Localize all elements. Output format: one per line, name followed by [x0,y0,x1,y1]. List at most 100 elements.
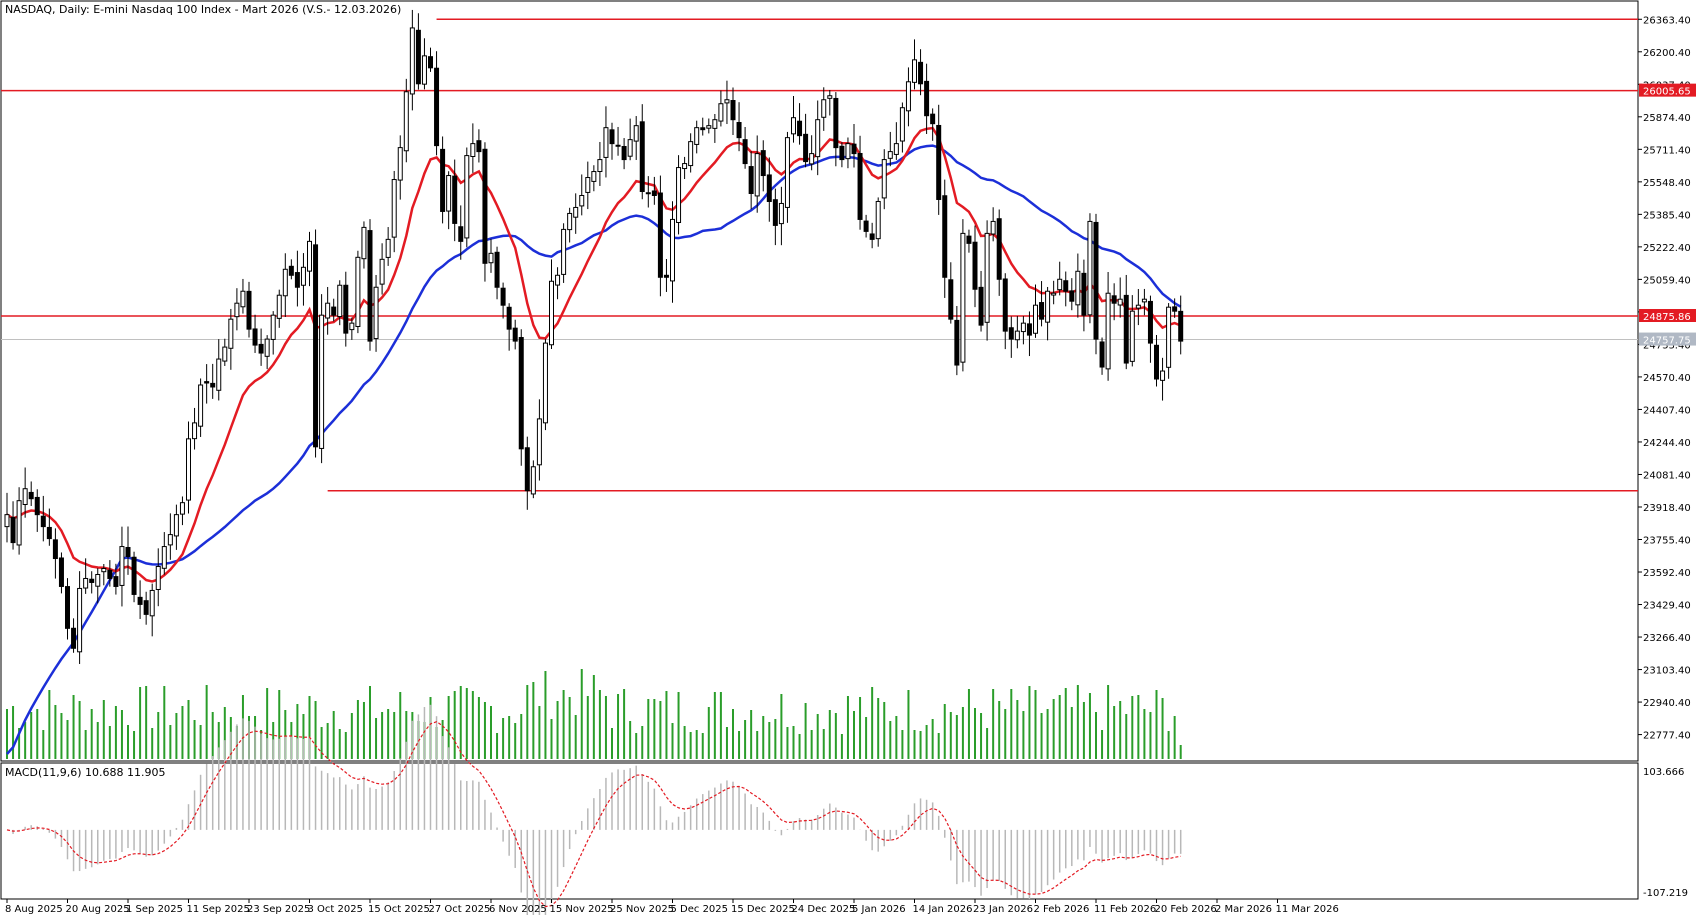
candle [797,103,803,145]
candle [978,270,984,332]
candle [186,421,191,514]
candle [270,311,276,355]
candle [724,80,730,125]
price-label-text: 26005.65 [1643,87,1691,98]
candle [821,87,827,131]
candle-body [1111,295,1117,304]
candle [1081,259,1087,332]
candle [276,289,282,328]
candle-body [948,279,954,320]
candle-body [978,286,984,326]
candle [452,159,458,242]
candle-body [240,290,246,308]
candle-body [186,438,191,501]
candle [1063,271,1069,307]
candle [470,123,476,173]
date-tick-label: 2 Feb 2026 [1034,904,1090,915]
price-tick-label: 25548.40 [1643,178,1691,189]
candle-body [1160,370,1166,381]
candle [542,338,548,431]
candle-body [198,384,204,427]
candle [198,378,204,437]
chart-title: NASDAQ, Daily: E-mini Nasdaq 100 Index -… [5,3,401,16]
candle-body [924,80,930,117]
candle-body [972,241,978,290]
candle [972,225,978,308]
candle [893,122,899,160]
candle [234,288,240,331]
candle-body [131,556,137,595]
candle-body [313,244,319,448]
candle [22,467,28,518]
candle [833,92,839,167]
candle [627,118,633,161]
candle-body [464,155,470,239]
candle [1033,284,1038,338]
candle [192,407,198,450]
candle-body [748,166,754,194]
candle [633,116,639,160]
candle [518,329,524,466]
candle [409,9,415,111]
candle-body [1045,290,1051,323]
candle-body [827,95,833,99]
candle-body [809,153,815,165]
candle-body [1129,310,1135,362]
candle-body [216,358,222,391]
candle [942,179,948,298]
candle-body [712,119,718,129]
price-tick-label: 23429.40 [1643,601,1691,612]
candle [736,102,742,152]
candle [65,578,70,640]
price-tick-label: 24570.40 [1643,373,1691,384]
candle [379,243,385,295]
candle [639,104,645,200]
price-tick-label: 23918.40 [1643,503,1691,514]
candle [1172,298,1178,318]
candle [536,399,542,481]
candle-body [930,113,936,125]
candle-body [742,139,748,165]
candle [204,364,210,404]
price-label-tag: 24757.75 [1639,332,1696,347]
candle-body [621,146,627,161]
candle [918,49,924,96]
candle [458,205,464,260]
date-tick-label: 5 Jan 2026 [852,904,906,915]
candle [567,207,573,243]
candle-body [815,119,821,158]
candle [179,496,185,526]
candle [881,149,887,210]
candle [930,108,936,141]
candle-body [143,600,149,615]
candle-body [700,127,706,131]
date-tick-label: 11 Sep 2025 [187,904,250,915]
candle-body [506,306,512,330]
date-tick-label: 2 Mar 2026 [1215,904,1272,915]
candle [748,151,754,210]
candle-body [1105,292,1111,370]
candle [222,338,228,366]
candle-body [615,144,621,147]
candle [712,113,718,143]
candle [4,492,10,543]
candle-body [434,67,440,147]
candle-body [524,447,530,492]
candle [52,528,58,579]
macd-tick-bottom: -107.219 [1643,888,1688,899]
candle-body [899,107,905,142]
candle [809,135,815,171]
candle-body [415,29,421,85]
candle-body [270,314,276,340]
candle [434,51,440,156]
candle-body [754,153,760,197]
candle-body [954,319,960,366]
candle [119,526,125,607]
candle [500,282,506,319]
candle [579,174,585,216]
candle [609,122,615,160]
candle [863,214,869,238]
candle-body [549,280,554,346]
candle-body [494,251,500,288]
candle-body [1051,292,1057,296]
